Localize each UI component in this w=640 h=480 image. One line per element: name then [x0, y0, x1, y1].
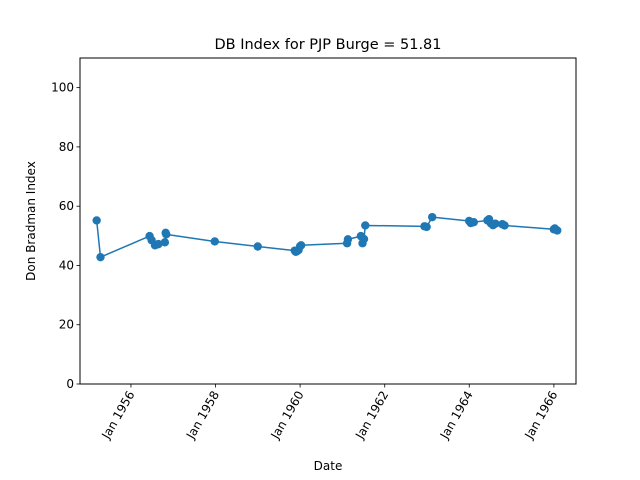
data-point [296, 241, 306, 250]
data-point [96, 252, 105, 262]
y-axis: 0 20 40 60 80 100 [51, 81, 80, 391]
data-point [162, 230, 171, 239]
data-point [210, 237, 219, 246]
y-tick-label: 80 [59, 140, 74, 154]
y-tick-label: 40 [59, 258, 74, 272]
data-point [553, 226, 562, 235]
plot-area-frame [79, 57, 577, 385]
chart-title: DB Index for PJP Burge = 51.81 [214, 37, 441, 53]
data-point [428, 212, 437, 222]
y-tick-label: 20 [59, 318, 74, 332]
data-point [343, 235, 353, 244]
series-layer [92, 212, 562, 262]
y-tick-label: 60 [59, 199, 74, 213]
y-tick-label: 100 [51, 81, 74, 95]
data-point [422, 222, 431, 232]
data-point [491, 219, 500, 228]
data-point [253, 242, 262, 251]
data-point [160, 238, 170, 247]
data-point [469, 217, 478, 227]
x-axis-title: Date [314, 459, 343, 473]
data-point [500, 221, 509, 230]
y-tick-label: 0 [66, 377, 74, 391]
data-point [92, 216, 101, 225]
data-point [359, 234, 369, 244]
data-point [361, 221, 370, 230]
y-axis-title: Don Bradman Index [24, 161, 38, 281]
data-point [154, 239, 163, 249]
